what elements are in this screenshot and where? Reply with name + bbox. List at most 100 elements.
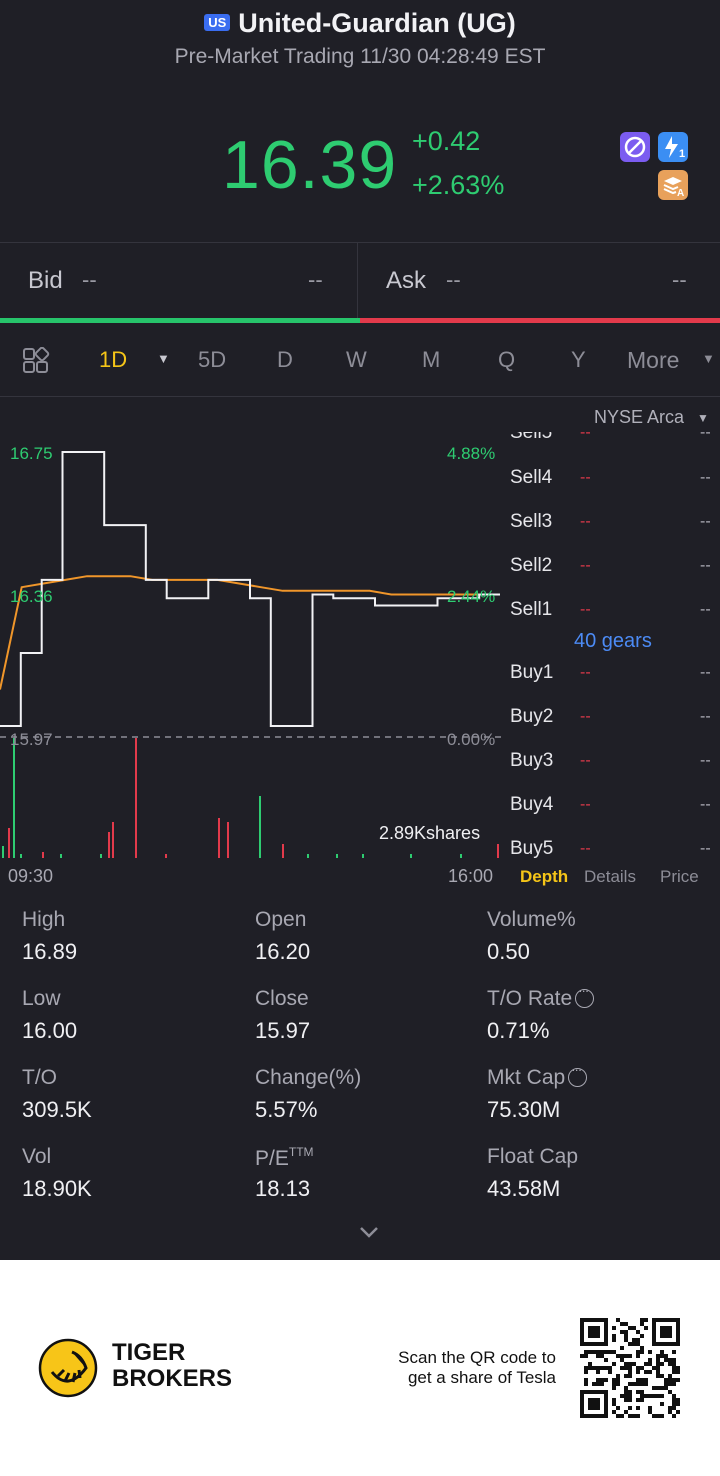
lightning-icon[interactable]: 1: [658, 132, 688, 162]
sell5-size: --: [700, 432, 711, 441]
buy5-size: --: [700, 840, 711, 857]
sell4-size: --: [700, 469, 711, 486]
time-start: 09:30: [8, 866, 54, 886]
tab-details[interactable]: Details: [584, 867, 636, 886]
no-short-icon[interactable]: [620, 132, 650, 162]
gears-link[interactable]: 40 gears: [574, 630, 652, 652]
bid-label: Bid: [28, 267, 63, 294]
exchange-selector[interactable]: NYSE Arca: [594, 407, 685, 427]
volume-label: 2.89Kshares: [379, 823, 481, 843]
volume-bar: [108, 832, 110, 858]
buy4-price: --: [580, 796, 591, 813]
bid-ask-panel: Bid -- -- Ask -- --: [0, 242, 720, 319]
stat-vol-value: 18.90K: [22, 1176, 92, 1201]
volume-bar: [410, 854, 412, 858]
market-badge: US: [204, 14, 231, 31]
bid-ask-divider: [357, 243, 358, 319]
last-price: 16.39: [222, 127, 398, 203]
buy1-price: --: [580, 664, 591, 681]
intraday-chart[interactable]: [0, 398, 505, 868]
brand-line2: BROKERS: [112, 1365, 233, 1392]
sell3-label: Sell3: [510, 511, 553, 532]
tab-w[interactable]: W: [346, 347, 367, 372]
sell3-size: --: [700, 513, 711, 530]
exchange-dropdown-icon[interactable]: ▼: [697, 411, 709, 425]
volume-bar: [2, 846, 4, 858]
layout-grid-icon[interactable]: [22, 346, 50, 380]
tab-y[interactable]: Y: [571, 347, 586, 372]
volume-bar: [100, 854, 102, 858]
volume-bar: [60, 854, 62, 858]
sell5-row-clipped: Sell5 -- --: [500, 432, 720, 444]
stock-title: United-Guardian (UG): [238, 8, 516, 38]
buy5-price: --: [580, 840, 591, 857]
stat-change-label: Change(%): [255, 1066, 362, 1089]
more-dropdown-icon[interactable]: ▼: [702, 351, 715, 366]
volume-bar: [497, 844, 499, 858]
price-change-pct: +2.63%: [412, 170, 505, 200]
volume-bar: [13, 738, 15, 858]
buy4-label: Buy4: [510, 794, 554, 815]
stat-pe: P/ETTM: [255, 1145, 314, 1171]
tab-price[interactable]: Price: [660, 867, 699, 886]
mkt-cap-info-icon[interactable]: [568, 1062, 588, 1087]
qr-caption: Scan the QR code to get a share of Tesla: [398, 1348, 556, 1387]
tab-1d[interactable]: 1D: [99, 347, 128, 372]
tab-depth[interactable]: Depth: [520, 867, 569, 886]
volume-bar: [135, 738, 137, 858]
buy4-size: --: [700, 796, 711, 813]
volume-bar: [336, 854, 338, 858]
tab-more[interactable]: More: [627, 347, 680, 373]
stat-mkt-cap-label: Mkt Cap: [487, 1066, 566, 1089]
sell4-price: --: [580, 469, 591, 486]
volume-bar: [259, 796, 261, 858]
bid-size: --: [308, 267, 323, 292]
price-axis-high: 16.75: [10, 444, 53, 463]
brand-line1: TIGER: [112, 1339, 186, 1366]
stat-close-value: 15.97: [255, 1018, 311, 1043]
sell3-price: --: [580, 513, 591, 530]
qr-code-icon: [580, 1318, 680, 1418]
tab-q[interactable]: Q: [498, 347, 516, 372]
volume-bar: [218, 818, 220, 858]
buy1-label: Buy1: [510, 662, 554, 683]
stack-a-icon[interactable]: A: [658, 170, 688, 200]
stat-change-value: 5.57%: [255, 1097, 318, 1122]
buy3-price: --: [580, 752, 591, 769]
volume-bar: [165, 854, 167, 858]
stat-float-cap-value: 43.58M: [487, 1176, 561, 1201]
stat-to-rate: T/O Rate: [487, 983, 595, 1011]
to-rate-info-icon[interactable]: [575, 983, 595, 1008]
svg-text:1: 1: [679, 148, 685, 160]
stat-high-label: High: [22, 908, 66, 931]
sell5-label: Sell5: [510, 432, 553, 443]
stat-volume-pct-value: 0.50: [487, 939, 530, 964]
stat-pe-label: P/E: [255, 1147, 289, 1170]
stock-title-row: US United-Guardian (UG): [0, 8, 720, 39]
tab-5d[interactable]: 5D: [198, 347, 227, 372]
stat-close-label: Close: [255, 987, 309, 1010]
ask-size: --: [672, 267, 687, 292]
stat-float-cap-label: Float Cap: [487, 1145, 579, 1168]
stat-open-value: 16.20: [255, 939, 311, 964]
volume-bars: [2, 738, 499, 858]
pct-axis-mid: 2.44%: [447, 587, 496, 606]
stat-low-value: 16.00: [22, 1018, 78, 1043]
tab-1d-dropdown-icon[interactable]: ▼: [157, 351, 170, 366]
stat-pe-ttm: TTM: [288, 1145, 314, 1159]
tab-m[interactable]: M: [422, 347, 441, 372]
volume-bar: [8, 828, 10, 858]
volume-bar: [460, 854, 462, 858]
volume-bar: [20, 854, 22, 858]
buy2-label: Buy2: [510, 706, 554, 727]
buy2-price: --: [580, 708, 591, 725]
price-axis-mid: 16.36: [10, 587, 53, 606]
stat-to-rate-value: 0.71%: [487, 1018, 550, 1043]
stat-open-label: Open: [255, 908, 307, 931]
expand-chevron-icon[interactable]: [358, 1224, 380, 1245]
stat-vol-label: Vol: [22, 1145, 52, 1168]
stat-to-rate-label: T/O Rate: [487, 987, 573, 1010]
volume-bar: [227, 822, 229, 858]
tab-d[interactable]: D: [277, 347, 293, 372]
